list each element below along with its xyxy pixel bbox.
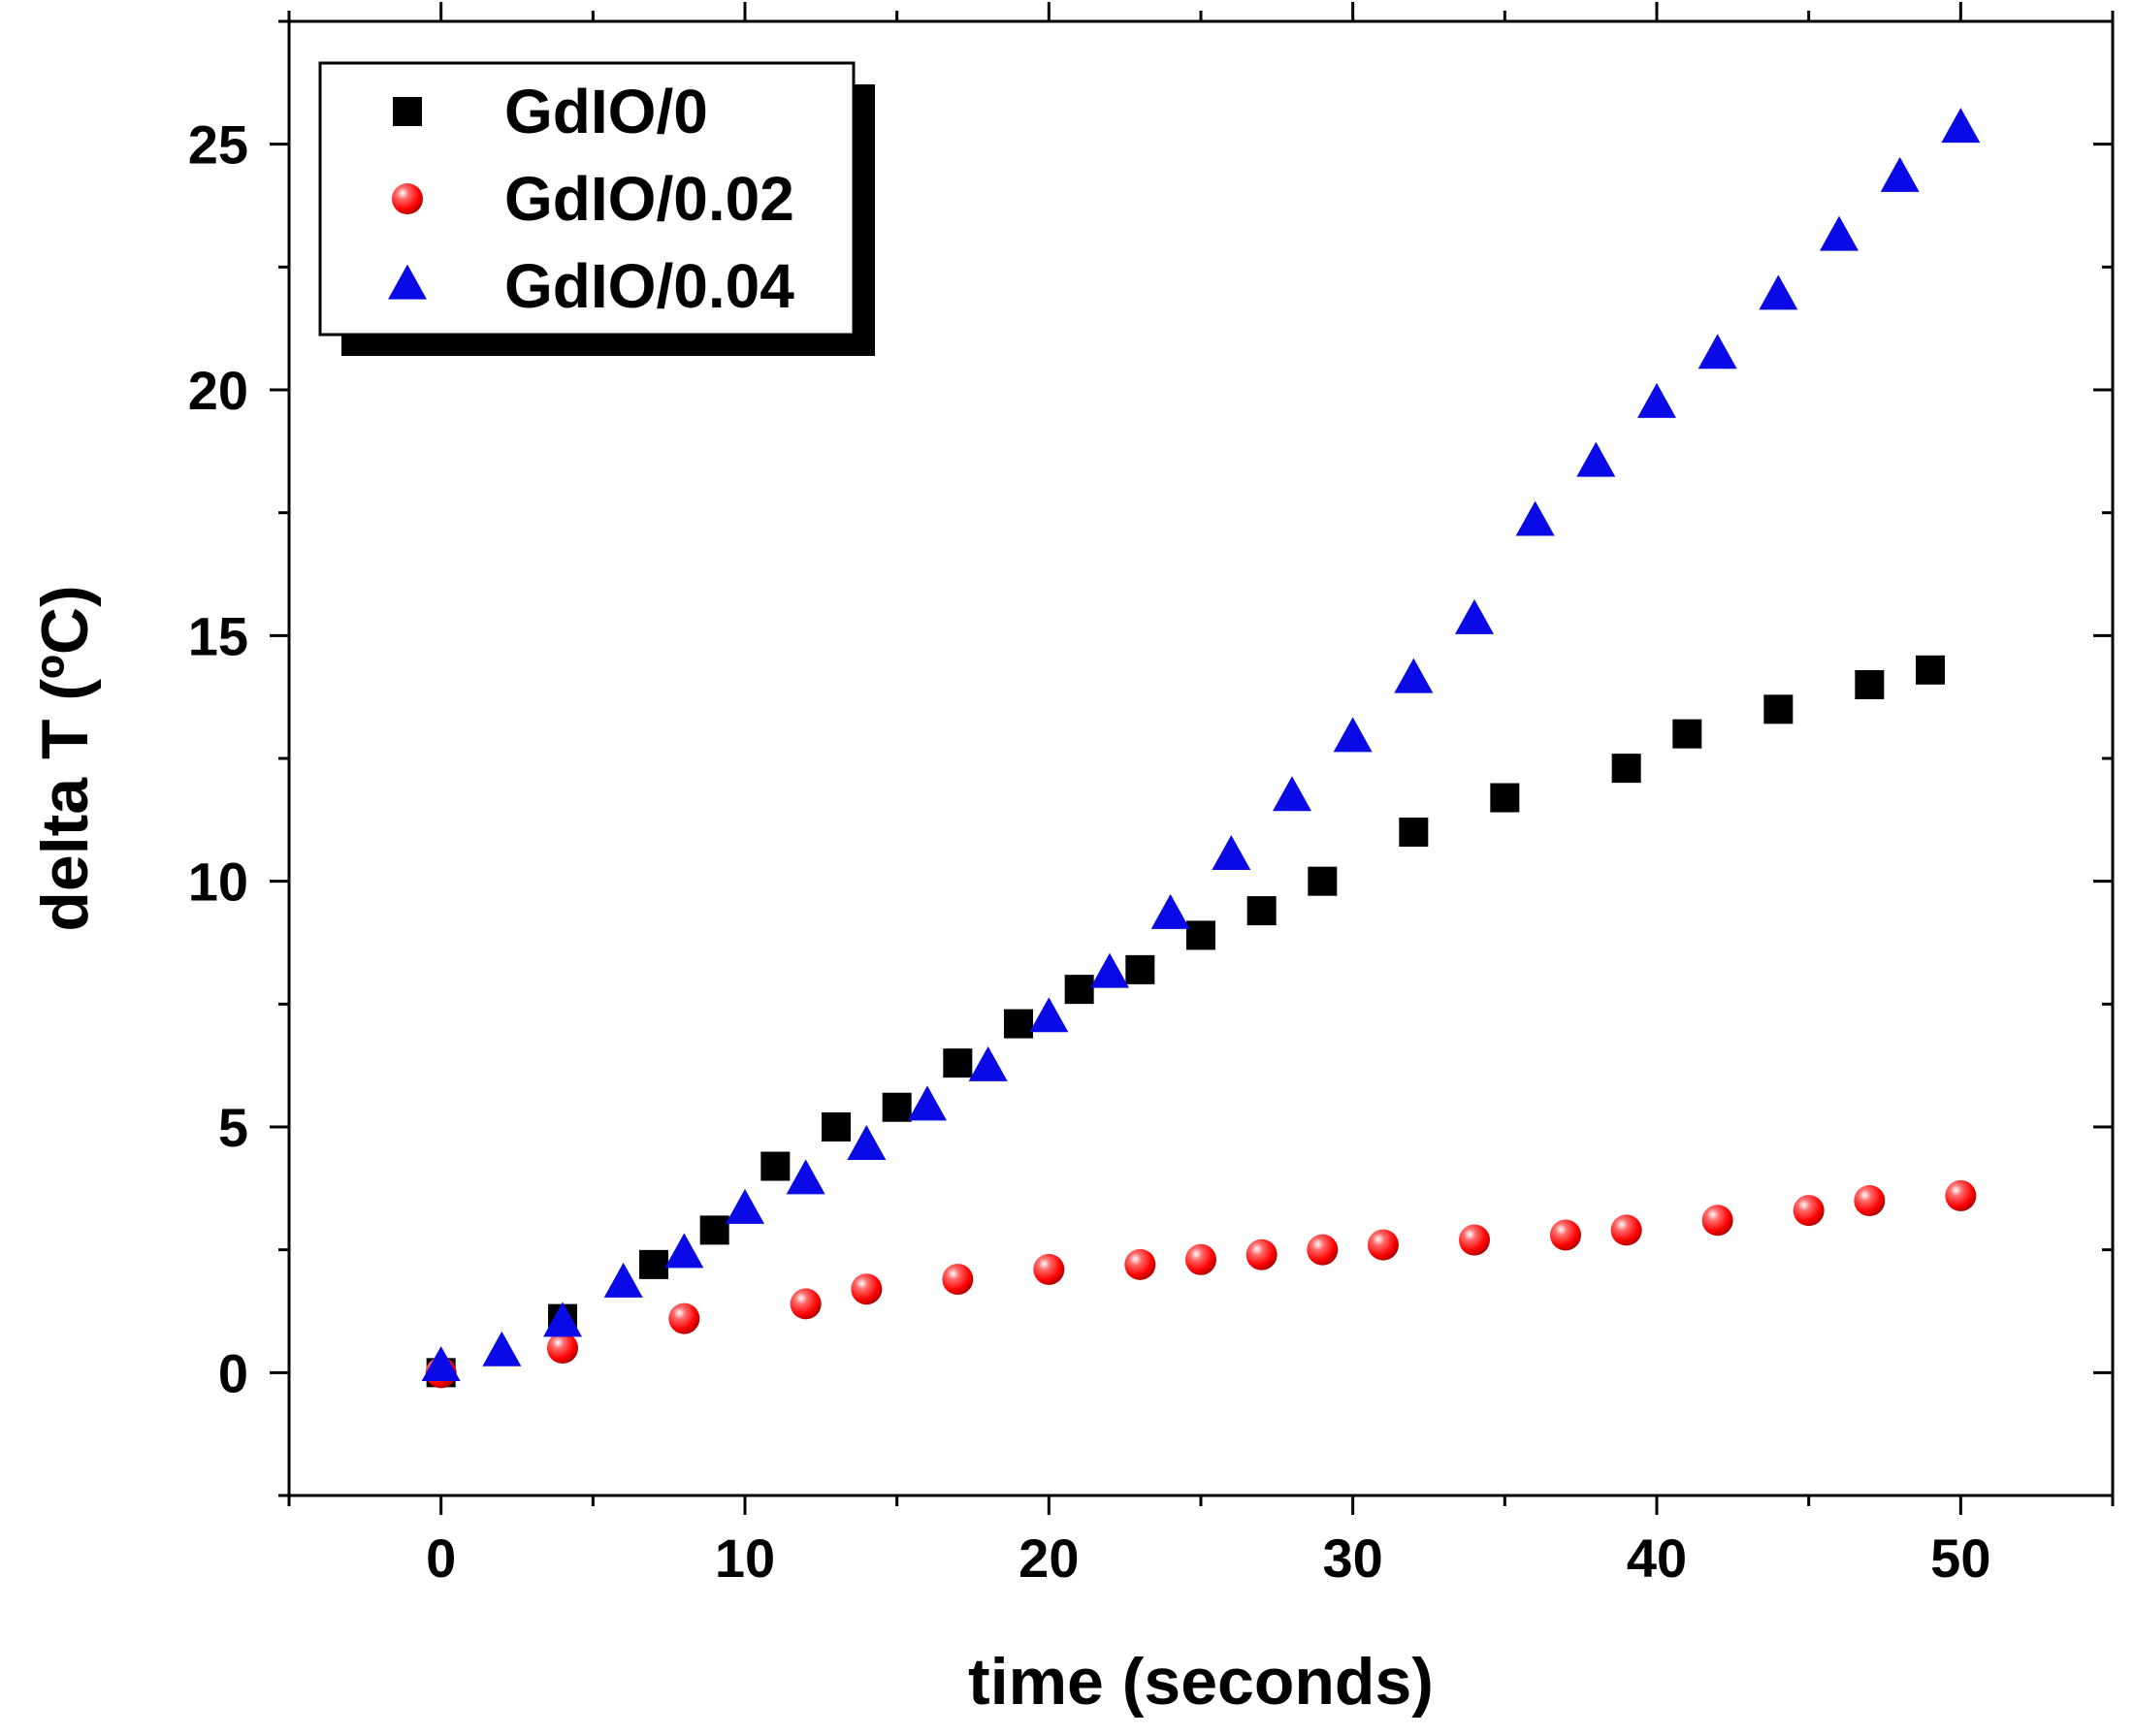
y-tick-label: 25: [188, 114, 248, 176]
data-point-triangle: [786, 1159, 825, 1195]
data-point-square: [1246, 896, 1277, 926]
y-tick-label: 10: [188, 852, 248, 913]
data-point-circle: [1550, 1219, 1581, 1251]
data-point-triangle: [1090, 952, 1129, 988]
data-point-square: [1186, 920, 1215, 950]
data-point-triangle: [847, 1124, 887, 1160]
data-point-circle: [1368, 1229, 1399, 1261]
data-point-triangle: [1820, 215, 1859, 251]
data-point-triangle: [1759, 274, 1798, 310]
y-axis-title: delta T (ºC): [28, 585, 102, 931]
legend-marker-square: [393, 97, 422, 126]
data-point-square: [1763, 694, 1794, 724]
data-point-square: [822, 1112, 851, 1141]
legend-marker-circle: [392, 183, 423, 214]
y-tick-label: 20: [188, 360, 248, 421]
data-point-triangle: [1576, 441, 1616, 477]
data-point-triangle: [1333, 717, 1373, 753]
data-point-circle: [1793, 1195, 1825, 1227]
x-axis-title: time (seconds): [968, 1645, 1434, 1719]
data-point-circle: [1307, 1234, 1339, 1266]
data-point-square: [943, 1048, 973, 1078]
data-point-square: [1916, 655, 1945, 685]
legend-marker-triangle: [388, 264, 427, 300]
data-point-square: [882, 1092, 912, 1122]
data-point-triangle: [543, 1302, 582, 1337]
data-point-triangle: [1515, 500, 1555, 536]
x-tick-label: 30: [1323, 1527, 1383, 1589]
y-tick-label: 15: [188, 605, 248, 666]
data-point-triangle: [726, 1188, 764, 1224]
data-point-triangle: [421, 1345, 461, 1381]
data-point-triangle: [908, 1085, 947, 1121]
data-point-circle: [668, 1302, 700, 1334]
data-point-triangle: [968, 1045, 1008, 1081]
data-point-square: [1672, 719, 1702, 749]
data-point-triangle: [482, 1331, 522, 1366]
data-point-circle: [1854, 1185, 1886, 1216]
data-point-circle: [1124, 1248, 1156, 1280]
x-tick-label: 10: [715, 1527, 775, 1589]
data-point-triangle: [1029, 997, 1069, 1033]
data-markers: [421, 108, 1981, 1389]
data-point-triangle: [1637, 382, 1676, 418]
data-point-triangle: [1455, 598, 1494, 634]
data-point-circle: [790, 1288, 822, 1320]
data-point-triangle: [1698, 334, 1737, 370]
x-tick-label: 20: [1018, 1527, 1079, 1589]
y-tick-label: 5: [218, 1097, 248, 1158]
data-point-circle: [1245, 1238, 1277, 1270]
legend: GdIO/0 GdIO/0.02 GdIO/0.04: [318, 61, 875, 356]
data-point-triangle: [1880, 156, 1920, 192]
data-point-circle: [1459, 1224, 1490, 1256]
data-point-triangle: [664, 1233, 704, 1269]
legend-label: GdIO/0.02: [504, 164, 794, 234]
data-point-triangle: [1273, 776, 1311, 812]
data-point-circle: [1185, 1243, 1216, 1275]
data-point-triangle: [1212, 835, 1251, 871]
data-point-triangle: [1941, 108, 1981, 144]
legend-label: GdIO/0.04: [504, 251, 794, 321]
data-point-circle: [1945, 1179, 1977, 1211]
data-point-triangle: [1150, 893, 1190, 929]
data-point-square: [1490, 783, 1520, 813]
data-point-square: [1125, 954, 1155, 984]
series-circle-group: [425, 1179, 1977, 1389]
data-point-square: [760, 1151, 791, 1181]
data-point-circle: [1701, 1205, 1733, 1237]
y-tick-label: 0: [218, 1342, 248, 1403]
x-axis-ticks: 0 10 20 30 40 50: [287, 2, 2115, 1589]
data-point-square: [639, 1249, 668, 1279]
data-point-triangle: [603, 1262, 643, 1298]
data-point-square: [1064, 975, 1094, 1005]
data-point-circle: [851, 1273, 883, 1305]
series-square-group: [426, 655, 1945, 1388]
x-tick-label: 40: [1627, 1527, 1687, 1589]
x-tick-label: 50: [1930, 1527, 1990, 1589]
data-point-square: [1855, 670, 1885, 699]
data-point-circle: [547, 1333, 578, 1364]
data-point-square: [1308, 866, 1338, 896]
y-axis-ticks: 0 5 10 15 20 25: [188, 19, 2113, 1497]
legend-label: GdIO/0: [504, 77, 708, 146]
data-point-square: [1004, 1009, 1033, 1039]
data-point-square: [1399, 818, 1429, 847]
data-point-circle: [1610, 1214, 1642, 1246]
data-point-triangle: [1394, 658, 1434, 693]
data-point-circle: [1033, 1253, 1065, 1285]
data-point-square: [699, 1215, 729, 1245]
data-point-circle: [942, 1264, 974, 1296]
data-point-square: [1611, 754, 1641, 784]
x-tick-label: 0: [426, 1527, 456, 1589]
series-triangle-group: [421, 108, 1981, 1381]
